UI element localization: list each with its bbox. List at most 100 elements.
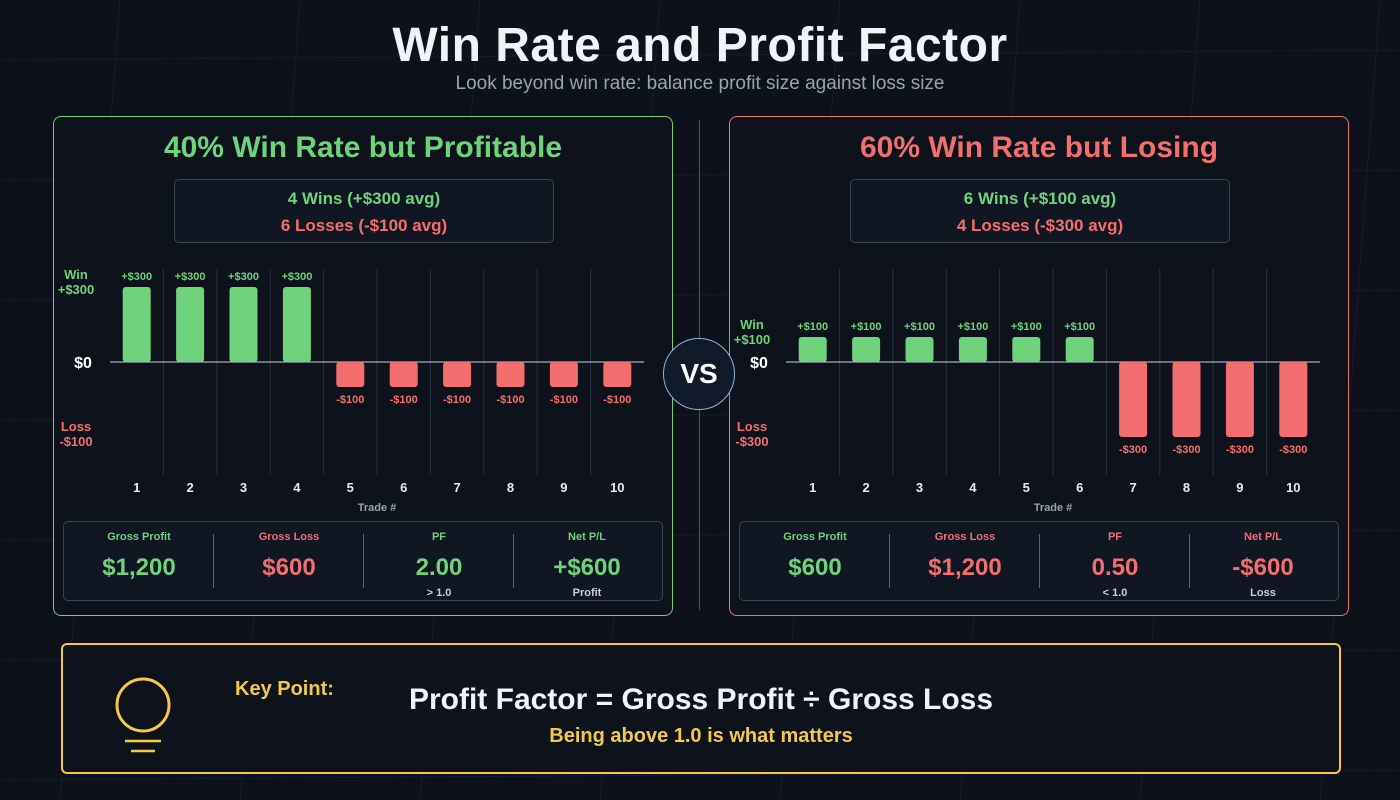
- gross-profit-stat: Gross Profit $600: [740, 522, 890, 600]
- x-tick-label: 4: [293, 480, 301, 495]
- bar-data-label: +$100: [1064, 321, 1095, 333]
- win-bar: [282, 287, 311, 362]
- x-tick-label: 3: [916, 480, 923, 495]
- stats-box: Gross Profit $600 Gross Loss $1,200 PF 0…: [739, 521, 1339, 601]
- losses-summary: 6 Losses (-$100 avg): [280, 216, 448, 235]
- bar-data-label: +$300: [228, 271, 259, 283]
- stat-label: PF: [1107, 531, 1123, 543]
- profit-factor-stat: PF 2.00 > 1.0: [364, 522, 514, 600]
- win-bar: [905, 337, 934, 362]
- stat-value: 0.50: [1091, 554, 1139, 581]
- x-tick-label: 6: [400, 480, 407, 495]
- x-tick-label: 9: [1236, 480, 1243, 495]
- stat-value: +$600: [553, 554, 621, 581]
- stat-label: Gross Loss: [934, 531, 996, 543]
- y-axis-win-value: +$100: [734, 332, 771, 347]
- stats-box: Gross Profit $1,200 Gross Loss $600 PF 2…: [63, 521, 663, 601]
- stat-note: > 1.0: [426, 587, 452, 599]
- stat-label: Gross Profit: [783, 531, 847, 543]
- page-title: Win Rate and Profit Factor: [392, 19, 1008, 72]
- x-tick-label: 8: [1183, 480, 1190, 495]
- divider: [1039, 534, 1040, 588]
- y-axis-win-value: +$300: [58, 282, 95, 297]
- stat-value: $600: [262, 554, 316, 581]
- loss-bar: [389, 362, 418, 387]
- panel-profitable: 40% Win Rate but Profitable 4 Wins (+$30…: [53, 116, 673, 616]
- stat-value: 2.00: [415, 554, 463, 581]
- divider: [1189, 534, 1190, 588]
- loss-bar: [603, 362, 632, 387]
- panel-title: 60% Win Rate but Losing: [859, 131, 1219, 164]
- bar-data-label: -$300: [1279, 444, 1307, 456]
- bar-data-label: -$100: [550, 394, 578, 406]
- x-tick-label: 3: [240, 480, 247, 495]
- win-bar: [229, 287, 258, 362]
- stat-note: Loss: [1250, 587, 1276, 599]
- stat-label: Gross Loss: [258, 531, 320, 543]
- x-tick-label: 7: [453, 480, 460, 495]
- zero-label: $0: [750, 355, 768, 372]
- bar-data-label: -$100: [443, 394, 471, 406]
- gross-loss-stat: Gross Loss $1,200: [890, 522, 1040, 600]
- key-point-box: Key Point: Profit Factor = Gross Profit …: [61, 643, 1341, 774]
- win-bar: [798, 337, 827, 362]
- summary-box: 6 Wins (+$100 avg) 4 Losses (-$300 avg): [850, 179, 1230, 243]
- key-point-formula: Profit Factor = Gross Profit ÷ Gross Los…: [408, 683, 994, 716]
- x-tick-label: 9: [560, 480, 567, 495]
- profit-factor-stat: PF 0.50 < 1.0: [1040, 522, 1190, 600]
- bar-data-label: +$100: [957, 321, 988, 333]
- y-axis-loss-value: -$300: [735, 434, 768, 449]
- net-pl-stat: Net P/L +$600 Profit: [512, 522, 662, 600]
- stat-value: $600: [788, 554, 842, 581]
- stat-label: Gross Profit: [107, 531, 171, 543]
- wins-summary: 6 Wins (+$100 avg): [963, 189, 1117, 208]
- x-tick-label: 5: [347, 480, 354, 495]
- win-bar: [176, 287, 205, 362]
- x-tick-label: 5: [1023, 480, 1030, 495]
- bar-data-label: -$100: [496, 394, 524, 406]
- stat-label: Net P/L: [568, 531, 606, 543]
- bar-data-label: +$300: [121, 271, 152, 283]
- loss-bar: [443, 362, 472, 387]
- stat-label: PF: [431, 531, 447, 543]
- x-tick-label: 6: [1076, 480, 1083, 495]
- panel-title: 40% Win Rate but Profitable: [163, 131, 563, 164]
- y-axis-win-label: Win: [64, 267, 88, 282]
- x-tick-label: 1: [133, 480, 140, 495]
- win-bar: [958, 337, 987, 362]
- bar-data-label: +$100: [1011, 321, 1042, 333]
- stat-value: -$600: [1232, 554, 1294, 581]
- win-bar: [852, 337, 881, 362]
- loss-bar: [1225, 362, 1254, 437]
- bar-data-label: -$100: [390, 394, 418, 406]
- losses-summary: 4 Losses (-$300 avg): [956, 216, 1124, 235]
- key-point-label: Key Point:: [235, 678, 334, 700]
- bar-data-label: +$100: [851, 321, 882, 333]
- y-axis-loss-label: Loss: [61, 419, 91, 434]
- bar-data-label: -$300: [1119, 444, 1147, 456]
- summary-box: 4 Wins (+$300 avg) 6 Losses (-$100 avg): [174, 179, 554, 243]
- x-tick-label: 10: [610, 480, 624, 495]
- gross-loss-stat: Gross Loss $600: [214, 522, 364, 600]
- stat-note: < 1.0: [1102, 587, 1128, 599]
- wins-summary: 4 Wins (+$300 avg): [287, 189, 441, 208]
- loss-bar: [1119, 362, 1148, 437]
- loss-bar: [549, 362, 578, 387]
- stat-value: $1,200: [928, 554, 1002, 581]
- y-axis-loss-value: -$100: [59, 434, 92, 449]
- y-axis-loss-label: Loss: [737, 419, 767, 434]
- bar-data-label: -$300: [1226, 444, 1254, 456]
- win-bar: [1065, 337, 1094, 362]
- divider: [363, 534, 364, 588]
- y-axis-win-label: Win: [740, 317, 764, 332]
- loss-bar: [496, 362, 525, 387]
- x-tick-label: 1: [809, 480, 816, 495]
- net-pl-stat: Net P/L -$600 Loss: [1188, 522, 1338, 600]
- bar-data-label: +$100: [904, 321, 935, 333]
- loss-bar: [336, 362, 365, 387]
- x-tick-label: 2: [186, 480, 193, 495]
- bar-data-label: -$100: [603, 394, 631, 406]
- stat-value: $1,200: [102, 554, 176, 581]
- loss-bar: [1279, 362, 1308, 437]
- stat-note: Profit: [572, 587, 602, 599]
